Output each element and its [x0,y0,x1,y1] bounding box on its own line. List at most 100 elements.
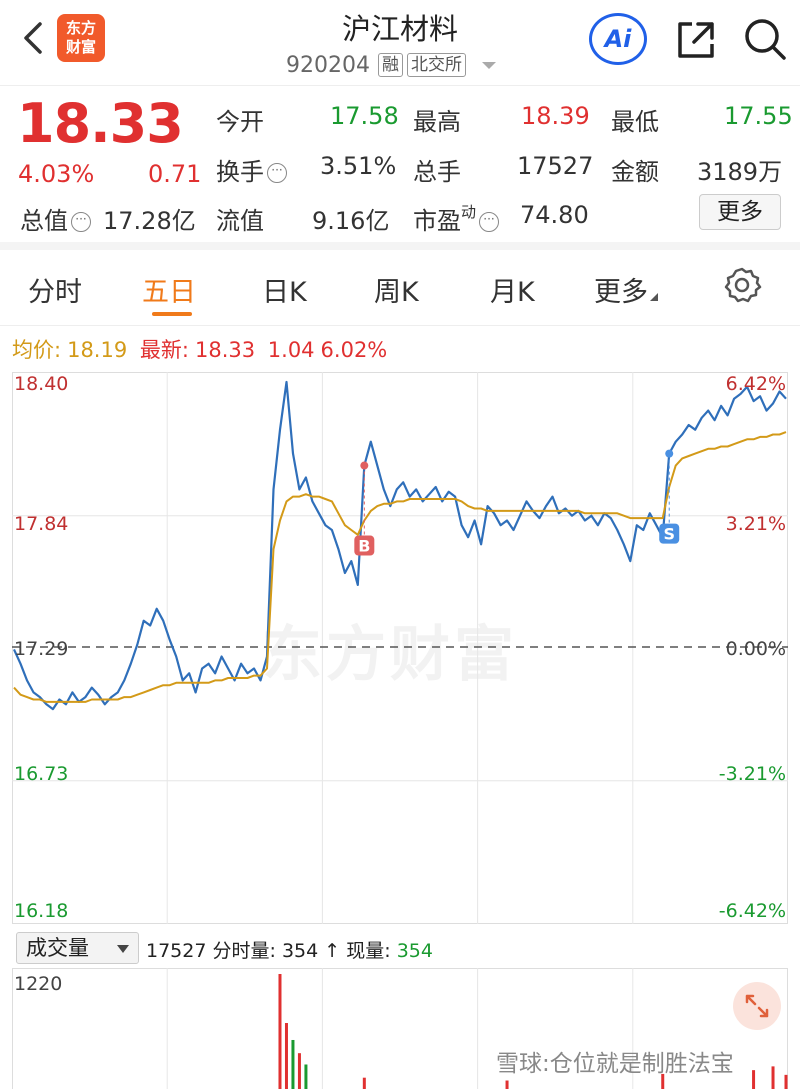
avg-price-label: 均价: [12,338,62,362]
stock-title: 沪江材料 [341,12,458,46]
tab-weekly-k[interactable]: 周K [374,277,419,308]
volume-max-label: 1220 [14,973,63,995]
y-axis-price-label: 18.40 [14,373,69,395]
quote-panel: 18.33 4.03% 0.71 今开 17.58 最高 18.39 最低 17… [0,88,800,250]
volume-label: 总手 [413,158,461,186]
latest-change: 1.04 [267,338,315,362]
tick-volume-value: 354 [281,940,319,962]
gear-icon[interactable] [722,265,762,305]
volume-bar [362,1077,366,1089]
buy-marker[interactable] [354,535,375,556]
volume-bar [291,1039,295,1089]
search-icon[interactable] [740,14,790,64]
y-axis-percent-label: -3.21% [718,763,786,785]
y-axis-percent-label: 6.42% [725,373,786,395]
info-dots-icon[interactable]: ··· [71,212,91,232]
volume-chart[interactable] [12,968,788,1089]
volume-bar [278,974,282,1089]
open-label: 今开 [216,108,264,136]
high-label: 最高 [413,108,461,136]
last-price: 18.33 [17,92,184,155]
watermark-text: 雪球:仓位就是制胜法宝 [496,1051,734,1077]
tick-volume-label: 分时量: [212,940,276,962]
pe-value: 74.80 [520,201,589,229]
y-axis-percent-label: -6.42% [718,900,786,922]
amount-label: 金额 [611,158,659,186]
tab-five-day[interactable]: 五日 [142,277,196,308]
volume-bar [297,1053,301,1089]
sell-marker[interactable] [659,523,680,544]
mktcap-label: 总值 ··· [20,201,91,236]
marker-dot [665,449,674,458]
share-icon[interactable] [672,16,720,64]
current-volume-value: 354 [396,940,433,962]
tab-more[interactable]: 更多 [594,270,658,309]
open-value: 17.58 [330,102,399,130]
marker-label: S [663,525,675,544]
float-cap-value: 9.16亿 [312,207,390,235]
marker-label: B [358,537,370,556]
volume-bar [304,1064,308,1089]
stock-code: 920204 [286,52,370,78]
active-tab-indicator [152,312,192,316]
tab-monthly-k[interactable]: 月K [490,277,535,308]
low-value: 17.55 [724,102,793,130]
volume-bar [284,1023,288,1089]
app-header: 东方 财富 沪江材料 920204 融 北交所 Ai [0,0,800,86]
chart-frame [12,372,788,924]
info-dots-icon[interactable]: ··· [267,163,287,183]
info-dots-icon[interactable]: ··· [479,212,500,232]
watermark-logo: 东方财富 [262,620,518,690]
chart-info-line: 均价: 18.19 最新: 18.33 1.04 6.02% [12,334,393,364]
y-axis-price-label: 17.84 [14,513,69,535]
app-logo: 东方 财富 [57,14,105,62]
y-axis-percent-label: 0.00% [725,638,786,660]
latest-percent: 6.02% [320,338,388,362]
ai-assistant-button[interactable]: Ai [589,13,647,65]
turnover-label: 换手 ··· [216,152,287,187]
volume-bar [784,1074,788,1089]
y-axis-price-label: 16.18 [14,900,69,922]
chevron-down-icon [117,945,129,953]
volume-value: 17527 [517,152,594,180]
chevron-down-icon[interactable] [481,61,496,69]
corner-caret-icon [650,293,658,301]
marker-dot [360,461,369,470]
y-axis-percent-label: 3.21% [725,513,786,535]
volume-bar [661,1073,665,1089]
avg-price-line [13,431,787,703]
amount-value: 3189万 [697,158,783,186]
latest-value: 18.33 [194,338,256,362]
volume-info: 17527 分时量: 354 ↑ 现量: 354 [146,936,433,963]
five-day-chart[interactable]: BS [12,372,788,924]
volume-header: 成交量 17527 分时量: 354 ↑ 现量: 354 [0,930,800,966]
high-value: 18.39 [521,102,590,130]
pe-label: 市盈动 ··· [413,201,500,236]
y-axis-price-label: 16.73 [14,763,69,785]
current-volume-label: 现量: [346,940,391,962]
change-percent: 4.03% [18,160,95,188]
mktcap-value: 17.28亿 [103,207,196,235]
stock-subline: 920204 融 北交所 [286,50,496,80]
up-arrow-icon: ↑ [324,940,341,962]
exchange-tag: 北交所 [406,53,466,77]
tab-daily-k[interactable]: 日K [262,277,307,308]
price-line [12,380,787,711]
expand-icon[interactable] [733,982,781,1030]
chart-tabs: 分时 五日 日K 周K 月K 更多 [0,258,800,326]
margin-tag: 融 [377,53,403,77]
tab-intraday[interactable]: 分时 [28,277,82,308]
avg-price-value: 18.19 [67,338,128,362]
indicator-select[interactable]: 成交量 [16,932,139,964]
latest-label: 最新: [139,338,189,362]
turnover-value: 3.51% [320,152,397,180]
volume-frame [12,968,788,1089]
y-axis-price-label: 17.29 [14,638,69,660]
volume-bar [752,1070,756,1089]
more-quote-button[interactable]: 更多 [699,194,781,230]
volume-bar [771,1066,775,1089]
low-label: 最低 [611,108,659,136]
volume-bar [505,1080,509,1089]
back-arrow-icon[interactable] [18,18,48,58]
change-amount: 0.71 [148,160,202,188]
